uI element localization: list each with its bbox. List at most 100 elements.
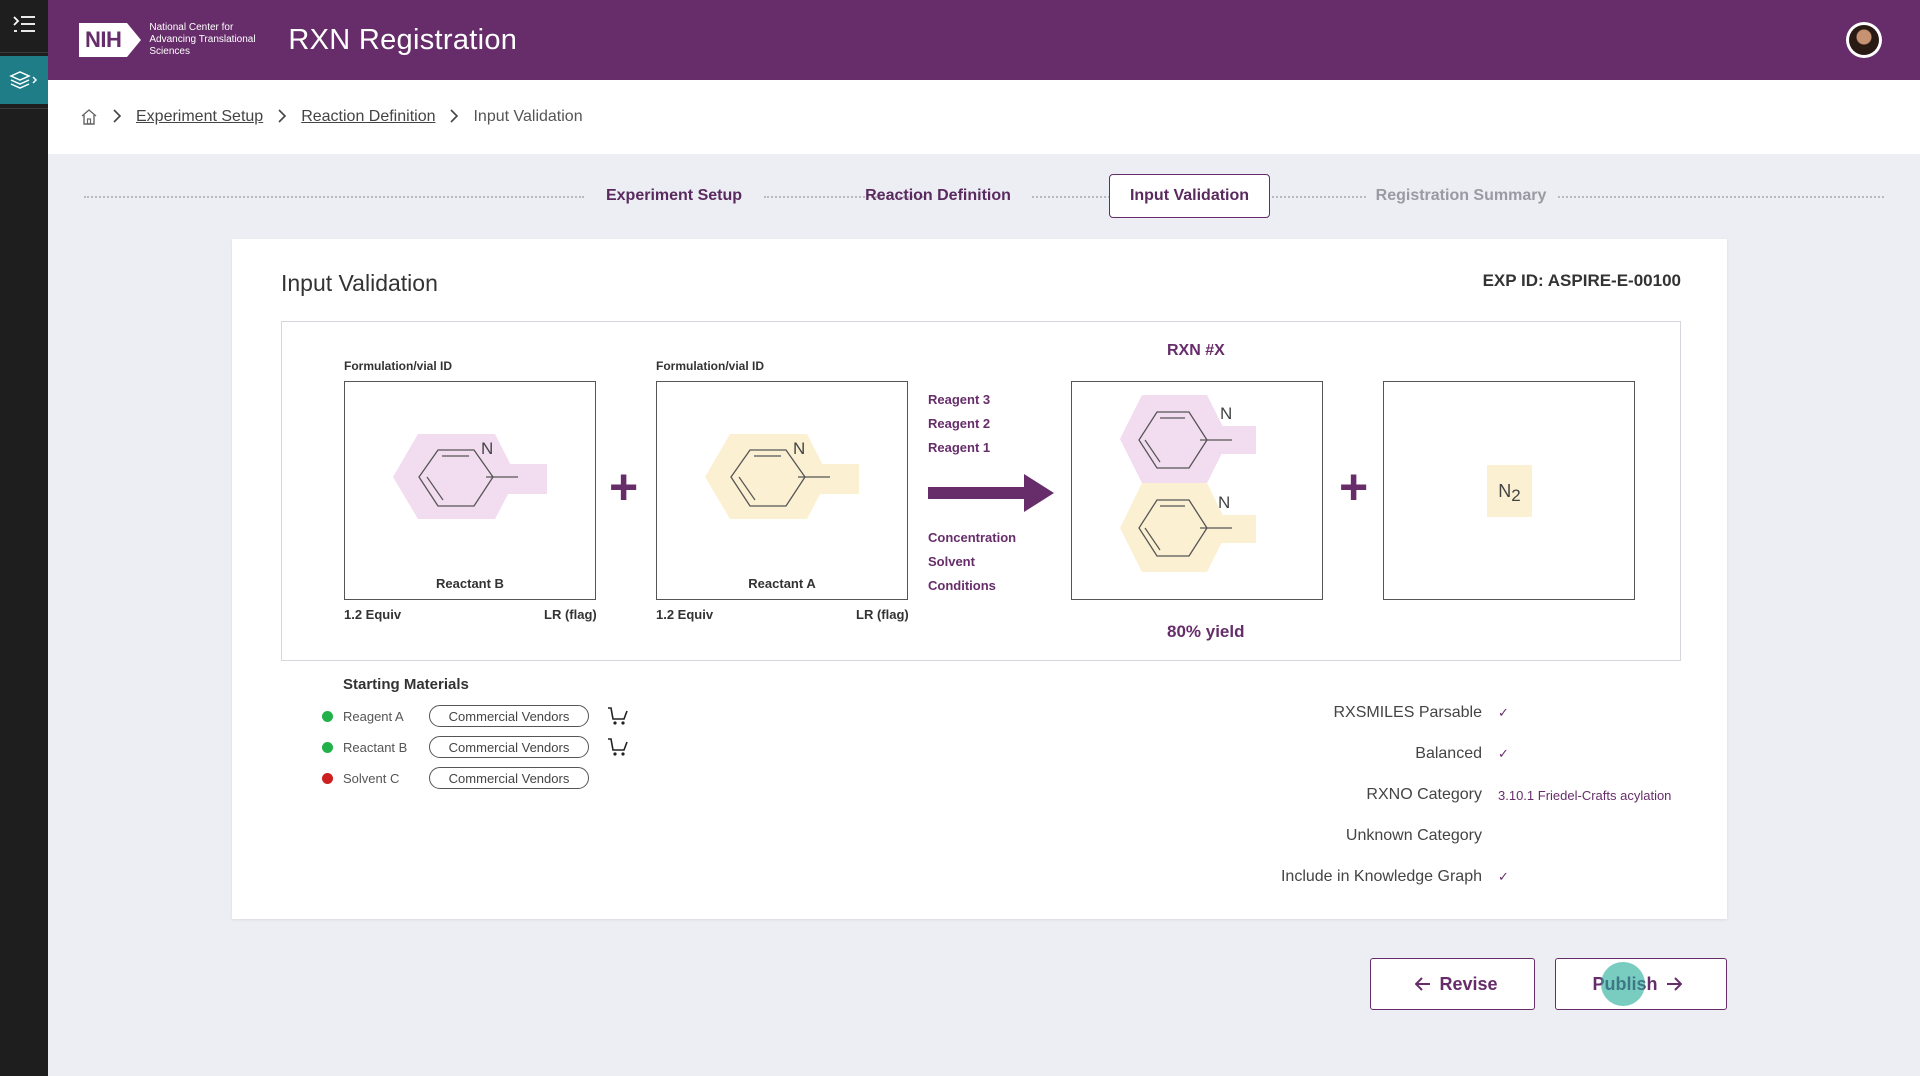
reactant-b-structure[interactable]: N Reactant B (344, 381, 596, 600)
check-label: RXSMILES Parsable (1333, 704, 1482, 721)
status-dot-green (322, 741, 333, 753)
menu-icon (13, 16, 35, 32)
reactant-a-flag: LR (flag) (856, 607, 909, 622)
reactant-a-structure[interactable]: N Reactant A (656, 381, 908, 600)
plus-sign: + (609, 459, 639, 515)
status-dot-green (322, 710, 333, 722)
stepper-connector (1032, 196, 1110, 198)
solvent-label: Solvent (928, 554, 975, 569)
reactant-b-name: Reactant B (436, 576, 504, 591)
check-label: Balanced (1415, 745, 1482, 762)
logo-text: National Center for Advancing Translatio… (149, 22, 256, 57)
pyridine-structure-a: N (705, 434, 859, 519)
reactant-b-flag: LR (flag) (544, 607, 597, 622)
chevron-right-icon (277, 108, 287, 126)
layers-icon (9, 71, 38, 89)
product-nitrogen-bottom: N (1218, 493, 1230, 512)
reactant-b-equiv: 1.2 Equiv (344, 607, 402, 622)
cart-icon[interactable] (607, 737, 629, 757)
starting-material-row: Reagent A Commercial Vendors (322, 705, 629, 727)
rxno-category-value: 3.10.1 Friedel-Crafts acylation (1498, 787, 1672, 803)
reactant-b-vial-label: Formulation/vial ID (344, 359, 453, 373)
starting-material-row: Solvent C Commercial Vendors (322, 767, 589, 789)
stepper-connector (764, 196, 924, 198)
menu-button[interactable] (0, 0, 48, 48)
yield-label: 80% yield (1167, 622, 1245, 641)
nih-logo[interactable]: NIH National Center for Advancing Transl… (79, 22, 259, 58)
page-title: Input Validation (281, 270, 438, 296)
material-name: Solvent C (343, 770, 400, 786)
stepper-connector (84, 196, 584, 198)
check-balanced: Balanced ✓ (1232, 745, 1509, 763)
condition-list: Concentration Solvent Conditions (928, 526, 1016, 598)
arrow-left-icon (1415, 977, 1431, 991)
product-structure[interactable]: N N (1071, 381, 1323, 600)
experiment-id: EXP ID: ASPIRE-E-00100 (1482, 271, 1681, 290)
cart-icon[interactable] (607, 706, 629, 726)
revise-button[interactable]: Revise (1370, 958, 1535, 1010)
step-registration-summary: Registration Summary (1375, 187, 1547, 204)
nitrogen-atom-a: N (793, 439, 805, 458)
revise-label: Revise (1439, 973, 1498, 994)
check-icon: ✓ (1498, 869, 1509, 884)
breadcrumb-current: Input Validation (473, 108, 583, 125)
layers-nav-button[interactable] (0, 56, 48, 104)
plus-sign: + (1339, 459, 1369, 515)
app-header: NIH National Center for Advancing Transl… (48, 0, 1920, 80)
reactant-a-vial-label: Formulation/vial ID (656, 359, 765, 373)
commercial-vendors-button[interactable]: Commercial Vendors (429, 767, 589, 789)
conditions-label: Conditions (928, 578, 996, 593)
reagent-list: Reagent 3 Reagent 2 Reagent 1 (928, 388, 990, 460)
bipyridine-structure: N N (1120, 395, 1256, 572)
rail-divider (0, 108, 48, 109)
material-name: Reactant B (343, 739, 408, 755)
commercial-vendors-button[interactable]: Commercial Vendors (429, 736, 589, 758)
stepper-connector (1272, 196, 1366, 198)
starting-materials-title: Starting Materials (343, 676, 469, 693)
reactant-a-equiv: 1.2 Equiv (656, 607, 714, 622)
step-reaction-definition[interactable]: Reaction Definition (865, 187, 1011, 204)
progress-stepper: Experiment Setup Reaction Definition Inp… (84, 174, 1884, 218)
status-dot-red (322, 772, 333, 784)
publish-button[interactable]: Publish (1555, 958, 1727, 1010)
nitrogen-gas-symbol: N (1498, 480, 1512, 501)
rail-divider (0, 52, 48, 53)
check-label: Unknown Category (1345, 827, 1482, 844)
breadcrumb-link-reaction-definition[interactable]: Reaction Definition (301, 108, 436, 125)
starting-material-row: Reactant B Commercial Vendors (322, 736, 629, 758)
step-input-validation[interactable]: Input Validation (1109, 174, 1270, 218)
input-validation-card: Input Validation EXP ID: ASPIRE-E-00100 … (232, 239, 1727, 919)
product-nitrogen-top: N (1220, 404, 1232, 423)
nitrogen-gas-subscript: 2 (1511, 486, 1521, 505)
arrow-right-icon (1666, 977, 1682, 991)
publish-label: Publish (1592, 973, 1658, 994)
check-rxsmiles-parsable: RXSMILES Parsable ✓ (1232, 704, 1508, 722)
step-experiment-setup[interactable]: Experiment Setup (605, 187, 743, 204)
reagent-2-label: Reagent 2 (928, 416, 991, 431)
reagent-3-label: Reagent 3 (928, 392, 991, 407)
logo-badge: NIH (79, 23, 142, 57)
breadcrumb-link-experiment-setup[interactable]: Experiment Setup (136, 108, 264, 125)
check-label: Include in Knowledge Graph (1280, 868, 1482, 885)
chevron-right-icon (449, 108, 459, 126)
check-rxno-category: RXNO Category 3.10.1 Friedel-Crafts acyl… (1232, 786, 1671, 804)
reaction-arrow-icon (928, 474, 1054, 512)
commercial-vendors-button[interactable]: Commercial Vendors (429, 705, 589, 727)
reaction-scheme: Formulation/vial ID N Reactant B 1.2 Equ… (281, 321, 1681, 661)
reaction-number: RXN #X (1167, 342, 1225, 359)
left-rail (0, 0, 48, 1076)
check-include-knowledge-graph: Include in Knowledge Graph ✓ (1232, 868, 1509, 886)
app-title: RXN Registration (288, 23, 518, 56)
material-name: Reagent A (343, 708, 404, 724)
pyridine-structure-b: N (393, 434, 547, 519)
avatar[interactable] (1846, 22, 1882, 58)
home-icon[interactable] (80, 108, 98, 126)
reactant-a-name: Reactant A (748, 576, 816, 591)
breadcrumb: Experiment Setup Reaction Definition Inp… (48, 80, 1920, 154)
nitrogen-atom-b: N (481, 439, 493, 458)
chevron-right-icon (112, 108, 122, 126)
check-unknown-category: Unknown Category (1232, 827, 1498, 845)
check-icon: ✓ (1498, 746, 1509, 761)
